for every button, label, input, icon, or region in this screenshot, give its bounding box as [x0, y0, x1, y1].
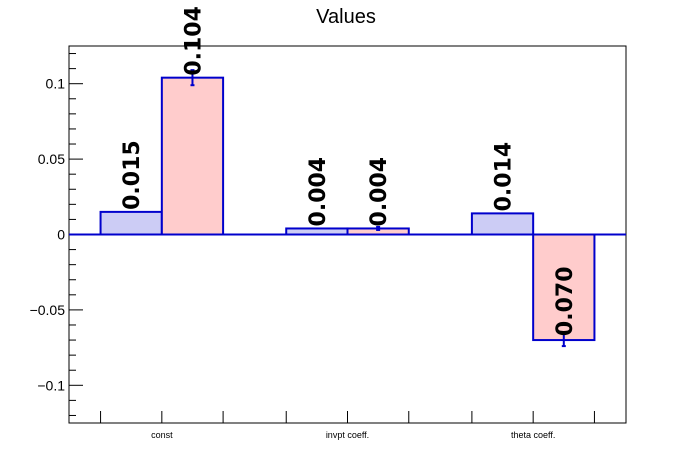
x-category-label: const — [151, 430, 173, 440]
value-labels-group: 0.015 0.004 0.014 0.104 0.004 0.070 — [120, 6, 578, 336]
bar — [99, 210, 163, 236]
bars-group — [99, 76, 596, 342]
x-axis: const invpt coeff. theta coeff. — [100, 411, 595, 440]
bar — [470, 212, 535, 236]
bar — [160, 76, 225, 236]
value-label: 0.004 — [306, 157, 331, 227]
value-label: 0.104 — [181, 6, 206, 76]
x-category-label: invpt coeff. — [326, 430, 369, 440]
x-category-label: theta coeff. — [511, 430, 555, 440]
y-tick-label: −0.1 — [37, 377, 65, 393]
y-axis: −0.1 −0.05 0 0.05 0.1 — [30, 53, 83, 416]
value-label: 0.070 — [553, 266, 578, 336]
value-label: 0.014 — [492, 142, 517, 212]
value-label: 0.004 — [367, 157, 392, 227]
value-label: 0.015 — [120, 140, 145, 210]
chart-title: Values — [316, 6, 376, 28]
y-tick-label: 0.05 — [38, 151, 65, 167]
y-tick-label: 0.1 — [46, 76, 66, 92]
y-tick-label: 0 — [57, 227, 65, 243]
y-tick-label: −0.05 — [30, 302, 66, 318]
error-bars-group — [190, 69, 566, 348]
